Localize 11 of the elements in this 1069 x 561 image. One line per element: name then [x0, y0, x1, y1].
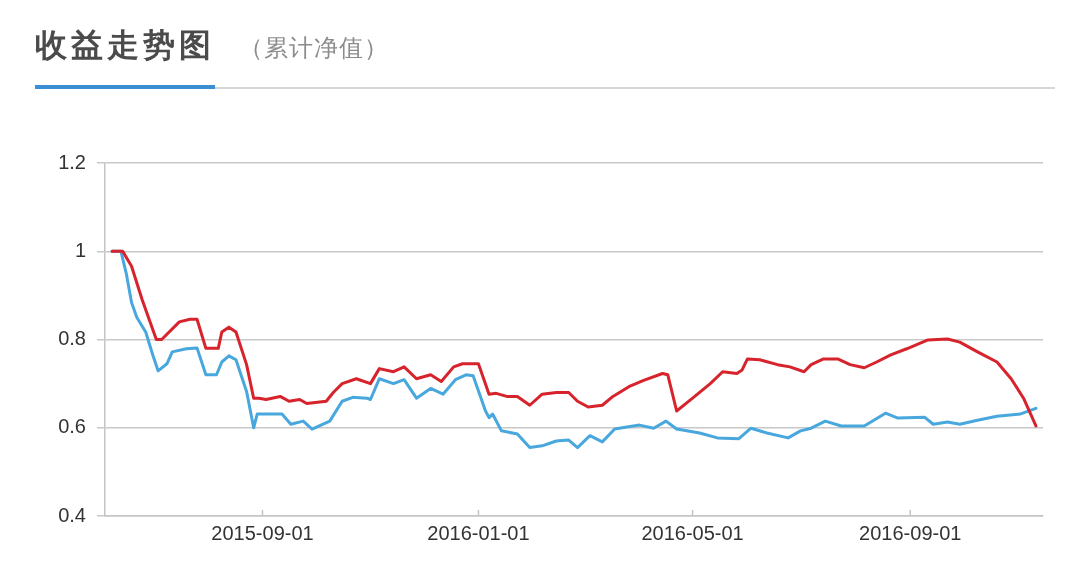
y-tick-label: 0.8	[58, 327, 86, 350]
x-tick-label: 2015-09-01	[211, 521, 314, 544]
y-tick-label: 1	[74, 238, 86, 261]
y-tick-label: 1.2	[58, 150, 86, 173]
x-tick-label: 2016-05-01	[641, 521, 744, 544]
y-tick-label: 0.6	[58, 415, 86, 438]
x-tick-label: 2016-09-01	[859, 521, 962, 544]
x-tick-label: 2016-01-01	[427, 521, 530, 544]
chart-title: 收益走势图	[35, 26, 215, 65]
y-tick-label: 0.4	[58, 503, 86, 526]
chart-subtitle: （累计净值）	[239, 33, 389, 63]
